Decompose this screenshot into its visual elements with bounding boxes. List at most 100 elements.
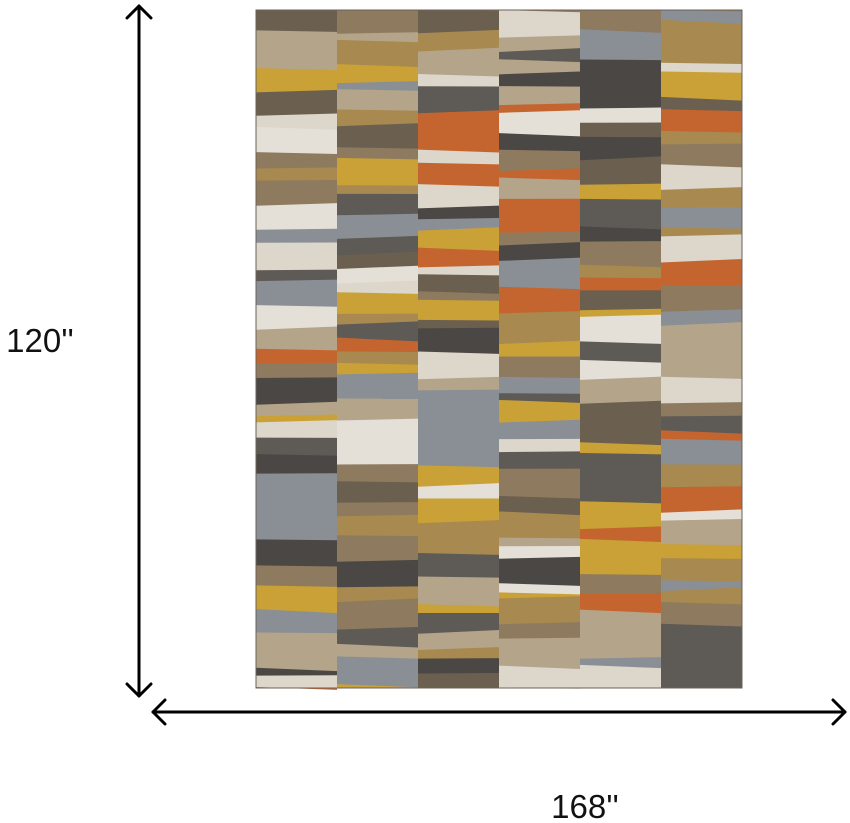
rug-stripe (256, 642, 337, 674)
rug-stripe (580, 241, 661, 271)
rug-stripe (256, 203, 337, 236)
rug-stripe (661, 109, 742, 137)
rug-stripe (418, 227, 499, 254)
rug-stripe (580, 475, 661, 508)
rug-stripe (337, 89, 418, 116)
rug-stripe (418, 162, 499, 191)
rug-stripe (661, 601, 742, 630)
rug-stripe (256, 675, 337, 688)
rug-stripe (499, 419, 580, 446)
rug-stripe (256, 609, 337, 639)
rug-stripe (499, 596, 580, 631)
rug-stripe (418, 529, 499, 560)
rug-stripe (256, 10, 337, 37)
rug-stripe (418, 416, 499, 451)
rug-stripe (661, 518, 742, 551)
width-label: 168'' (551, 788, 619, 823)
rug-stripe (661, 623, 742, 656)
rug-stripe (418, 576, 499, 611)
rug-stripe (661, 671, 742, 688)
rug-stripe (337, 321, 418, 344)
rug-stripe (499, 286, 580, 320)
rug-stripe (418, 47, 499, 80)
rug-stripe (661, 348, 742, 383)
rug-stripe (580, 341, 661, 366)
rug-stripe (256, 565, 337, 592)
rug-stripe (337, 514, 418, 542)
rug-stripe (661, 187, 742, 214)
rug-stripe (256, 279, 337, 312)
rug-stripe (499, 468, 580, 502)
width-arrow (151, 698, 847, 726)
height-label: 120'' (6, 322, 74, 359)
rug-stripe (580, 550, 661, 581)
rug-stripe (337, 656, 418, 688)
rug-stripe (580, 10, 661, 36)
rug-stripe (256, 126, 337, 159)
rug-stripe (418, 351, 499, 386)
rug-stripe (580, 501, 661, 536)
rug-stripe (418, 553, 499, 583)
rug-stripe (661, 438, 742, 471)
rug-stripe (499, 177, 580, 205)
rug-stripe (337, 481, 418, 509)
rug-stripe (580, 156, 661, 191)
rug-stripe (661, 376, 742, 410)
rug-stripe (256, 585, 337, 616)
rug-stripe (499, 495, 580, 518)
rug-stripe (337, 598, 418, 636)
rug-stripe (580, 314, 661, 348)
rug-stripe (580, 79, 661, 115)
rug-stripe (661, 32, 742, 69)
rug-stripe (337, 123, 418, 154)
rug-stripe (337, 437, 418, 471)
rug-stripe (337, 684, 418, 688)
rug-stripe (661, 143, 742, 171)
rug-stripe (580, 593, 661, 616)
rug-stripe (418, 327, 499, 358)
rug-stripe (256, 377, 337, 411)
rug-stripe (418, 672, 499, 688)
rug-stripe (418, 274, 499, 298)
rug-stripe (580, 198, 661, 233)
rug-stripe (499, 205, 580, 239)
rug-stripe (499, 556, 580, 590)
rug-stripe (418, 389, 499, 423)
height-arrow (125, 4, 153, 698)
rug-stripe (256, 510, 337, 546)
rug-stripe (256, 89, 337, 122)
rug-stripe (499, 649, 580, 672)
rug-stripe (499, 257, 580, 293)
rug-stripe (256, 454, 337, 480)
rug-stripe (418, 444, 499, 472)
rug (255, 9, 743, 690)
rug-stripe (661, 259, 742, 291)
rug-stripe (580, 427, 661, 449)
rug-stripe (661, 207, 742, 234)
rug-stripe (499, 511, 580, 544)
rug-stripe (256, 539, 337, 572)
rug-stripe (499, 665, 580, 688)
rug-stripe (256, 30, 337, 65)
rug-stripe (580, 634, 661, 665)
rug-edge (255, 9, 743, 689)
rug-stripe (661, 649, 742, 678)
rug-stripe (418, 123, 499, 156)
rug-stripe (418, 299, 499, 326)
rug-stripe (580, 35, 661, 66)
rug-stripe (580, 376, 661, 410)
rug-stripe (499, 356, 580, 383)
rug-stripe (661, 284, 742, 310)
rug-stripe (337, 292, 418, 320)
rug-stripe (337, 372, 418, 405)
rug-stripe (337, 39, 418, 71)
rug-stripe (661, 558, 742, 587)
rug-stripe (337, 464, 418, 488)
rug-stripe (580, 664, 661, 688)
rug-stripe (499, 10, 580, 44)
rug-stripe (337, 626, 418, 650)
rug-stripe (661, 464, 742, 494)
rug-stripe (661, 322, 742, 359)
rug-stripe (337, 535, 418, 568)
